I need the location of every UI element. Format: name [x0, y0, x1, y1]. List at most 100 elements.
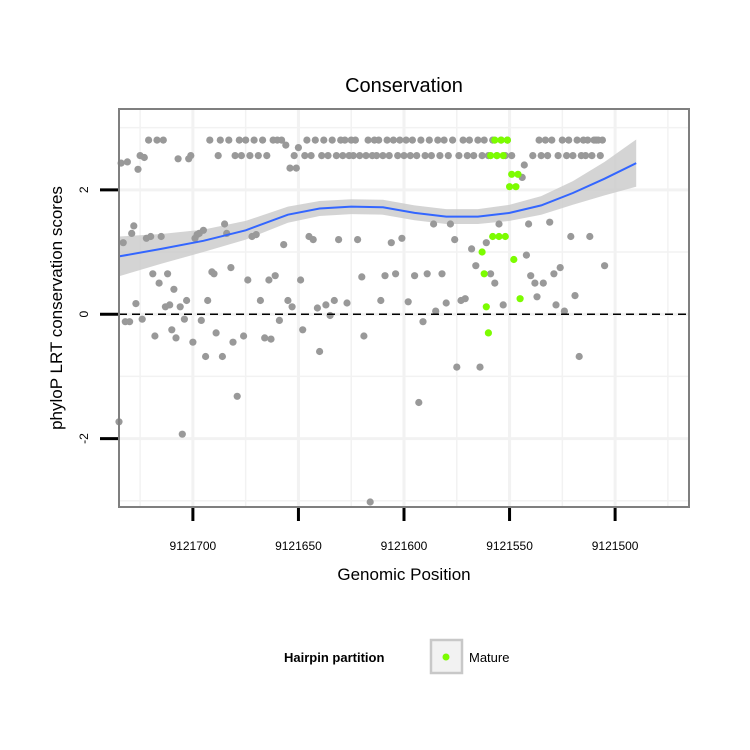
data-point	[212, 329, 220, 337]
data-point	[392, 270, 400, 278]
data-point	[343, 299, 351, 307]
data-point	[601, 262, 609, 270]
data-point	[159, 136, 167, 144]
data-point	[180, 315, 188, 323]
data-point	[425, 136, 433, 144]
data-point	[453, 363, 461, 371]
mature-point	[478, 248, 486, 256]
data-point	[487, 270, 495, 278]
data-point	[119, 239, 127, 247]
data-point	[328, 136, 336, 144]
data-point	[294, 144, 302, 152]
data-point	[482, 239, 490, 247]
mature-point	[503, 136, 511, 144]
data-point	[316, 347, 324, 356]
data-point	[233, 392, 241, 400]
data-point	[221, 220, 229, 228]
data-point	[389, 136, 397, 144]
data-point	[259, 136, 267, 144]
mature-point	[512, 183, 520, 191]
x-tick-label: 9121650	[275, 539, 322, 553]
mature-point	[487, 152, 495, 160]
data-point	[375, 136, 383, 144]
data-point	[548, 136, 556, 144]
data-point	[533, 293, 541, 301]
data-point	[210, 270, 218, 278]
data-point	[335, 236, 343, 244]
mature-point	[491, 136, 499, 144]
data-point	[565, 136, 573, 144]
data-point	[387, 239, 395, 247]
data-point	[130, 222, 138, 230]
data-point	[301, 152, 309, 160]
data-point	[132, 300, 140, 308]
data-point	[586, 232, 594, 241]
data-point	[546, 218, 554, 226]
data-point	[478, 152, 486, 160]
y-tick-label: -2	[77, 433, 91, 444]
data-point	[199, 226, 207, 234]
data-point	[552, 301, 560, 309]
data-point	[252, 231, 260, 239]
data-point	[556, 264, 564, 272]
data-point	[261, 334, 269, 342]
legend: Hairpin partition Mature	[284, 638, 509, 675]
data-point	[398, 234, 406, 242]
data-point	[373, 152, 381, 160]
x-axis-label: Genomic Position	[337, 565, 470, 584]
data-point	[598, 136, 607, 144]
data-point	[290, 152, 298, 160]
data-point	[385, 152, 393, 160]
data-point	[330, 296, 338, 305]
data-point	[151, 332, 159, 340]
mature-point	[516, 295, 524, 303]
data-point	[379, 152, 387, 160]
data-point	[451, 236, 459, 244]
data-point	[218, 352, 226, 361]
other-points-series	[115, 136, 609, 506]
data-point	[138, 315, 146, 323]
mature-point	[514, 170, 522, 178]
data-point	[237, 152, 245, 160]
data-point	[539, 279, 547, 287]
data-point	[446, 220, 454, 228]
data-point	[263, 152, 271, 160]
data-point	[571, 292, 579, 300]
mature-point	[484, 329, 492, 337]
data-point	[411, 272, 419, 280]
data-point	[286, 164, 294, 172]
data-point	[476, 363, 484, 371]
data-point	[360, 332, 368, 340]
data-point	[166, 301, 174, 309]
data-point	[153, 136, 161, 144]
data-point	[417, 136, 425, 144]
data-point	[275, 316, 283, 324]
data-point	[214, 152, 222, 160]
data-point	[303, 136, 311, 144]
data-point	[278, 136, 286, 144]
data-point	[527, 272, 535, 280]
data-point	[455, 152, 463, 160]
legend-key-mature	[442, 653, 450, 661]
data-point	[381, 272, 389, 280]
data-point	[362, 152, 370, 160]
data-point	[444, 152, 452, 160]
data-point	[168, 326, 176, 334]
data-point	[178, 430, 186, 438]
x-tick-label: 9121600	[381, 539, 428, 553]
x-tick-label: 9121500	[592, 539, 639, 553]
mature-point	[480, 270, 488, 278]
data-point	[440, 136, 448, 144]
data-point	[134, 165, 142, 173]
data-point	[413, 152, 421, 160]
data-point	[432, 307, 440, 315]
data-point	[459, 136, 467, 144]
data-point	[544, 152, 552, 160]
data-point	[256, 296, 264, 305]
data-point	[406, 152, 414, 160]
data-point	[280, 241, 288, 249]
data-point	[434, 136, 442, 144]
data-point	[537, 152, 545, 160]
data-point	[240, 332, 248, 340]
data-point	[242, 136, 250, 144]
